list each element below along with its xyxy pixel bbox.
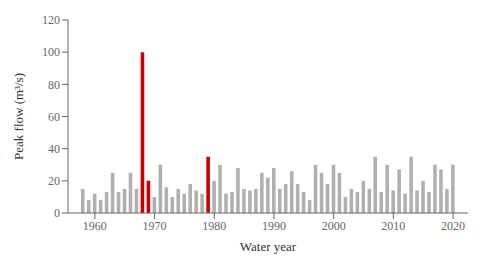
svg-text:1960: 1960 (83, 219, 107, 233)
svg-text:1970: 1970 (143, 219, 167, 233)
svg-text:Water year: Water year (240, 239, 297, 254)
svg-text:80: 80 (48, 78, 60, 92)
svg-text:Peak flow (m³/s): Peak flow (m³/s) (11, 73, 26, 160)
svg-text:20: 20 (48, 174, 60, 188)
svg-text:100: 100 (42, 45, 60, 59)
svg-text:60: 60 (48, 110, 60, 124)
svg-text:0: 0 (54, 206, 60, 220)
svg-text:120: 120 (42, 13, 60, 27)
svg-text:2020: 2020 (441, 219, 465, 233)
svg-text:2010: 2010 (381, 219, 405, 233)
svg-text:1990: 1990 (262, 219, 286, 233)
svg-text:1980: 1980 (202, 219, 226, 233)
svg-text:2000: 2000 (322, 219, 346, 233)
svg-text:40: 40 (48, 142, 60, 156)
